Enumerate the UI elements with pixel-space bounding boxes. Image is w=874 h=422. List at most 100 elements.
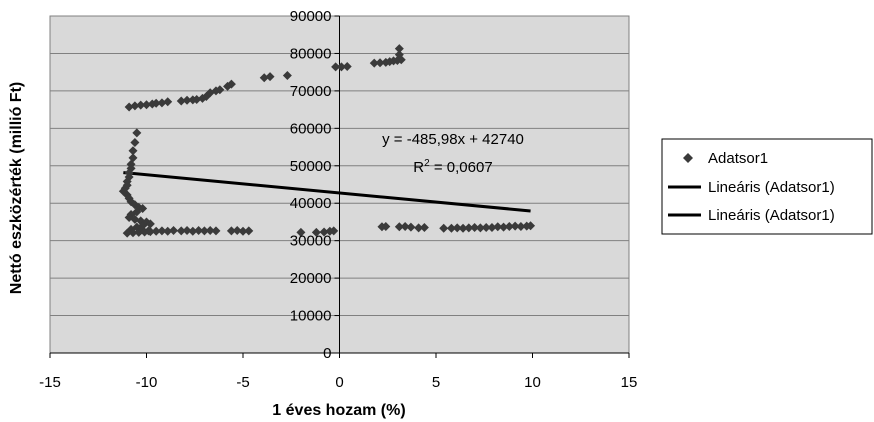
data-point [163,97,173,107]
data-point [487,223,497,233]
data-point [192,95,202,105]
y-tick-label: 50000 [290,158,332,175]
x-tick-label: 15 [621,374,638,391]
data-point [369,58,379,68]
x-tick-label: 10 [524,374,541,391]
data-point [130,101,140,111]
trendline-layer [123,171,531,213]
data-point [329,226,339,236]
data-point [128,228,138,238]
data-point [151,98,161,108]
data-point [400,221,410,231]
data-point [138,203,148,213]
data-point [199,226,209,236]
data-point [414,223,424,233]
y-tick-label: 70000 [290,83,332,100]
data-point [470,223,480,233]
y-tick-label: 90000 [290,8,332,25]
trend-equation: y = -485,98x + 42740 [382,131,524,148]
data-point [176,96,186,106]
data-point [452,223,462,233]
data-point [439,223,449,233]
data-point [205,226,215,236]
data-point [265,72,275,82]
data-point [134,227,144,237]
x-axis-title: 1 éves hozam (%) [272,402,405,419]
y-axis-title: Nettó eszközérték (millió Ft) [8,82,25,294]
data-point [336,62,346,72]
data-point [516,221,526,231]
data-point [342,62,352,72]
y-tick-label: 0 [323,345,331,362]
axes [49,15,630,358]
data-point [446,223,456,233]
data-point [122,228,132,238]
data-point [311,227,321,237]
data-point [226,79,236,89]
legend-marker-icon [683,153,693,163]
data-point [151,226,161,236]
y-tick-label: 20000 [290,270,332,287]
data-point [319,227,329,237]
data-point [163,226,173,236]
data-point [406,222,416,232]
data-point [419,223,429,233]
data-point [188,226,198,236]
legend-label-trend-2: Lineáris (Adatsor1) [708,207,835,224]
r-squared-prefix: R [413,159,424,176]
data-point [130,138,140,148]
data-point [128,146,138,156]
data-point [458,223,468,233]
data-point [182,226,192,236]
data-point [394,50,404,60]
data-point [157,98,167,108]
x-tick-label: 0 [335,374,343,391]
data-point [238,226,248,236]
x-tick-label: 5 [432,374,440,391]
y-tick-label: 80000 [290,45,332,62]
data-point [232,226,242,236]
data-point [493,222,503,232]
data-point [124,172,134,182]
data-point [169,226,179,236]
data-point [526,221,536,231]
data-point [499,222,509,232]
data-point [145,219,155,229]
data-point [136,100,146,110]
data-point [182,95,192,105]
data-point [510,221,520,231]
data-point [211,226,221,236]
data-point [381,221,391,231]
y-tick-labels: 0 10000 20000 30000 40000 50000 60000 70000 8000… [290,8,332,362]
x-tick-label: -15 [39,374,61,391]
data-point [140,227,150,237]
data-point [504,221,514,231]
r-squared-value: = 0,0607 [430,159,493,176]
data-point [194,226,204,236]
x-tick-label: -10 [136,374,158,391]
data-point [259,73,269,83]
data-point [132,128,142,138]
r-squared: R2 = 0,0607 [413,158,492,176]
data-point [394,44,404,54]
data-point [464,223,474,233]
r-squared-superscript: 2 [424,158,430,169]
data-point [394,222,404,232]
data-point [215,85,225,95]
trendline [123,171,531,213]
legend-label-series: Adatsor1 [708,150,768,167]
x-tick-labels: -15 -10 -5 0 5 10 15 [39,374,637,391]
data-points [118,44,536,238]
data-point [481,223,491,233]
data-point [244,226,254,236]
legend: Adatsor1 Lineáris (Adatsor1) Lineáris (A… [661,138,873,235]
data-point [176,226,186,236]
y-tick-label: 10000 [290,308,332,325]
y-tick-label: 40000 [290,195,332,212]
legend-label-trend-1: Lineáris (Adatsor1) [708,179,835,196]
data-point [226,226,236,236]
y-tick-label: 60000 [290,120,332,137]
data-point [375,58,385,68]
data-point [282,71,292,81]
data-point [475,223,485,233]
